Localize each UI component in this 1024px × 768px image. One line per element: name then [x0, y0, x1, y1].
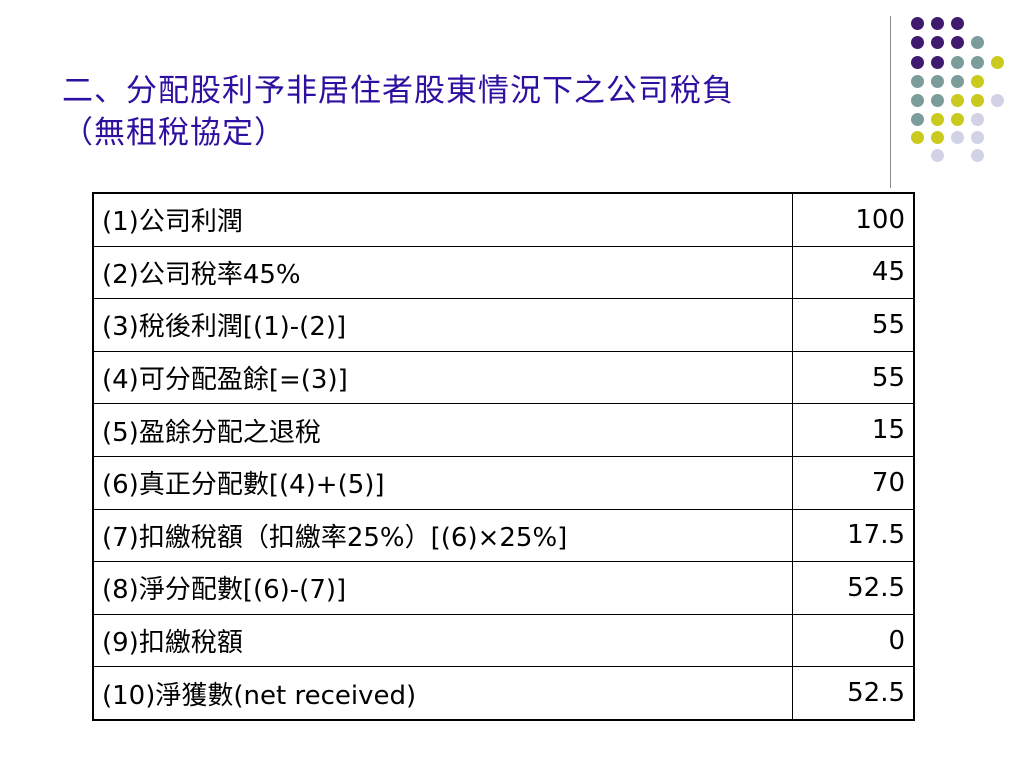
- dot-yellow: [931, 131, 944, 144]
- dot-purple: [951, 36, 964, 49]
- row-label: (1)公司利潤: [92, 192, 793, 247]
- dot-lavender: [971, 149, 984, 162]
- dot-lavender: [971, 131, 984, 144]
- row-value: 52.5: [791, 666, 915, 721]
- dot-yellow: [951, 113, 964, 126]
- title-line-1: 二、分配股利予非居住者股東情況下之公司稅負: [62, 73, 734, 109]
- table-row: (4)可分配盈餘[=(3)] 55: [92, 350, 915, 405]
- dot-purple: [911, 36, 924, 49]
- row-value: 0: [791, 613, 915, 668]
- title-line-2: （無租稅協定）: [62, 115, 286, 151]
- row-value: 70: [791, 455, 915, 510]
- dot-teal: [951, 75, 964, 88]
- dot-lavender: [931, 149, 944, 162]
- dot-purple: [911, 56, 924, 69]
- dot-yellow: [951, 94, 964, 107]
- dot-lavender: [951, 131, 964, 144]
- table-row: (9)扣繳稅額 0: [92, 613, 915, 668]
- row-value: 55: [791, 298, 915, 352]
- table-row: (5)盈餘分配之退稅 15: [92, 403, 915, 457]
- dot-purple: [951, 17, 964, 30]
- table-row: (8)淨分配數[(6)-(7)] 52.5: [92, 561, 915, 615]
- table-row: (7)扣繳稅額（扣繳率25%）[(6)×25%] 17.5: [92, 508, 915, 563]
- row-label: (6)真正分配數[(4)+(5)]: [92, 455, 793, 510]
- row-value: 55: [791, 350, 915, 405]
- dot-teal: [971, 36, 984, 49]
- row-value: 45: [791, 245, 915, 300]
- table-row: (2)公司稅率45% 45: [92, 245, 915, 300]
- dot-teal: [911, 75, 924, 88]
- row-label: (8)淨分配數[(6)-(7)]: [92, 561, 793, 615]
- divider-line: [890, 16, 891, 188]
- row-value: 15: [791, 403, 915, 457]
- dot-teal: [971, 56, 984, 69]
- dot-purple: [911, 17, 924, 30]
- table-row: (10)淨獲數(net received) 52.5: [92, 666, 915, 721]
- dot-yellow: [911, 131, 924, 144]
- row-value: 52.5: [791, 561, 915, 615]
- row-label: (4)可分配盈餘[=(3)]: [92, 350, 793, 405]
- row-label: (3)稅後利潤[(1)-(2)]: [92, 298, 793, 352]
- dot-teal: [911, 94, 924, 107]
- dot-lavender: [971, 113, 984, 126]
- dot-purple: [931, 17, 944, 30]
- dot-purple: [931, 56, 944, 69]
- row-label: (2)公司稅率45%: [92, 245, 793, 300]
- dot-teal: [931, 94, 944, 107]
- row-label: (10)淨獲數(net received): [92, 666, 793, 721]
- dot-teal: [931, 75, 944, 88]
- row-label: (7)扣繳稅額（扣繳率25%）[(6)×25%]: [92, 508, 793, 563]
- dot-yellow: [971, 94, 984, 107]
- table-row: (6)真正分配數[(4)+(5)] 70: [92, 455, 915, 510]
- slide-title: 二、分配股利予非居住者股東情況下之公司稅負 （無租稅協定）: [62, 70, 862, 154]
- table-row: (3)稅後利潤[(1)-(2)] 55: [92, 298, 915, 352]
- dot-purple: [931, 36, 944, 49]
- row-value: 100: [791, 192, 915, 247]
- dot-yellow: [971, 75, 984, 88]
- row-label: (9)扣繳稅額: [92, 613, 793, 668]
- row-value: 17.5: [791, 508, 915, 563]
- dot-yellow: [931, 113, 944, 126]
- row-label: (5)盈餘分配之退稅: [92, 403, 793, 457]
- dot-teal: [911, 113, 924, 126]
- dot-yellow: [991, 56, 1004, 69]
- tax-table: (1)公司利潤 100 (2)公司稅率45% 45 (3)稅後利潤[(1)-(2…: [92, 192, 915, 721]
- dot-lavender: [991, 94, 1004, 107]
- table-row: (1)公司利潤 100: [92, 192, 915, 247]
- dot-teal: [951, 56, 964, 69]
